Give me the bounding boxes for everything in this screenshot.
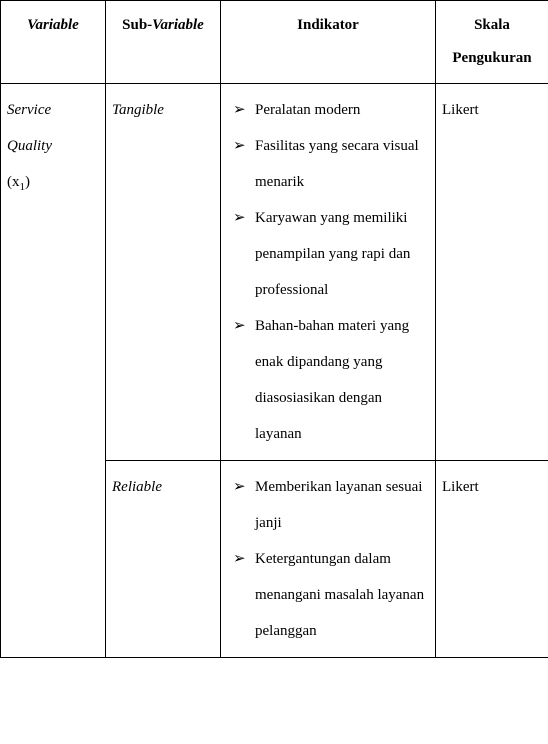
- skala-cell: Likert: [436, 84, 548, 461]
- list-item: Ketergantungan dalam menangani masalah l…: [233, 541, 425, 649]
- table-row: Service Quality (x1) Tangible Peralatan …: [1, 84, 548, 461]
- list-item: Fasilitas yang secara visual menarik: [233, 128, 425, 200]
- indicator-list: Memberikan layanan sesuai janji Ketergan…: [227, 469, 429, 649]
- indikator-cell: Peralatan modern Fasilitas yang secara v…: [221, 84, 436, 461]
- indikator-cell: Memberikan layanan sesuai janji Ketergan…: [221, 461, 436, 658]
- list-item: Bahan-bahan materi yang enak dipandang y…: [233, 308, 425, 452]
- header-row: Variable Sub-Variable Indikator Skala Pe…: [1, 1, 548, 84]
- variable-cell: Service Quality (x1): [1, 84, 106, 658]
- skala-cell: Likert: [436, 461, 548, 658]
- sub-variable-cell: Reliable: [106, 461, 221, 658]
- list-item: Peralatan modern: [233, 92, 425, 128]
- header-indikator: Indikator: [221, 1, 436, 84]
- definition-table: Variable Sub-Variable Indikator Skala Pe…: [0, 0, 548, 658]
- list-item: Karyawan yang memiliki penampilan yang r…: [233, 200, 425, 308]
- sub-variable-cell: Tangible: [106, 84, 221, 461]
- header-sub-variable: Sub-Variable: [106, 1, 221, 84]
- header-variable: Variable: [1, 1, 106, 84]
- header-skala: Skala Pengukuran: [436, 1, 548, 84]
- indicator-list: Peralatan modern Fasilitas yang secara v…: [227, 92, 429, 452]
- list-item: Memberikan layanan sesuai janji: [233, 469, 425, 541]
